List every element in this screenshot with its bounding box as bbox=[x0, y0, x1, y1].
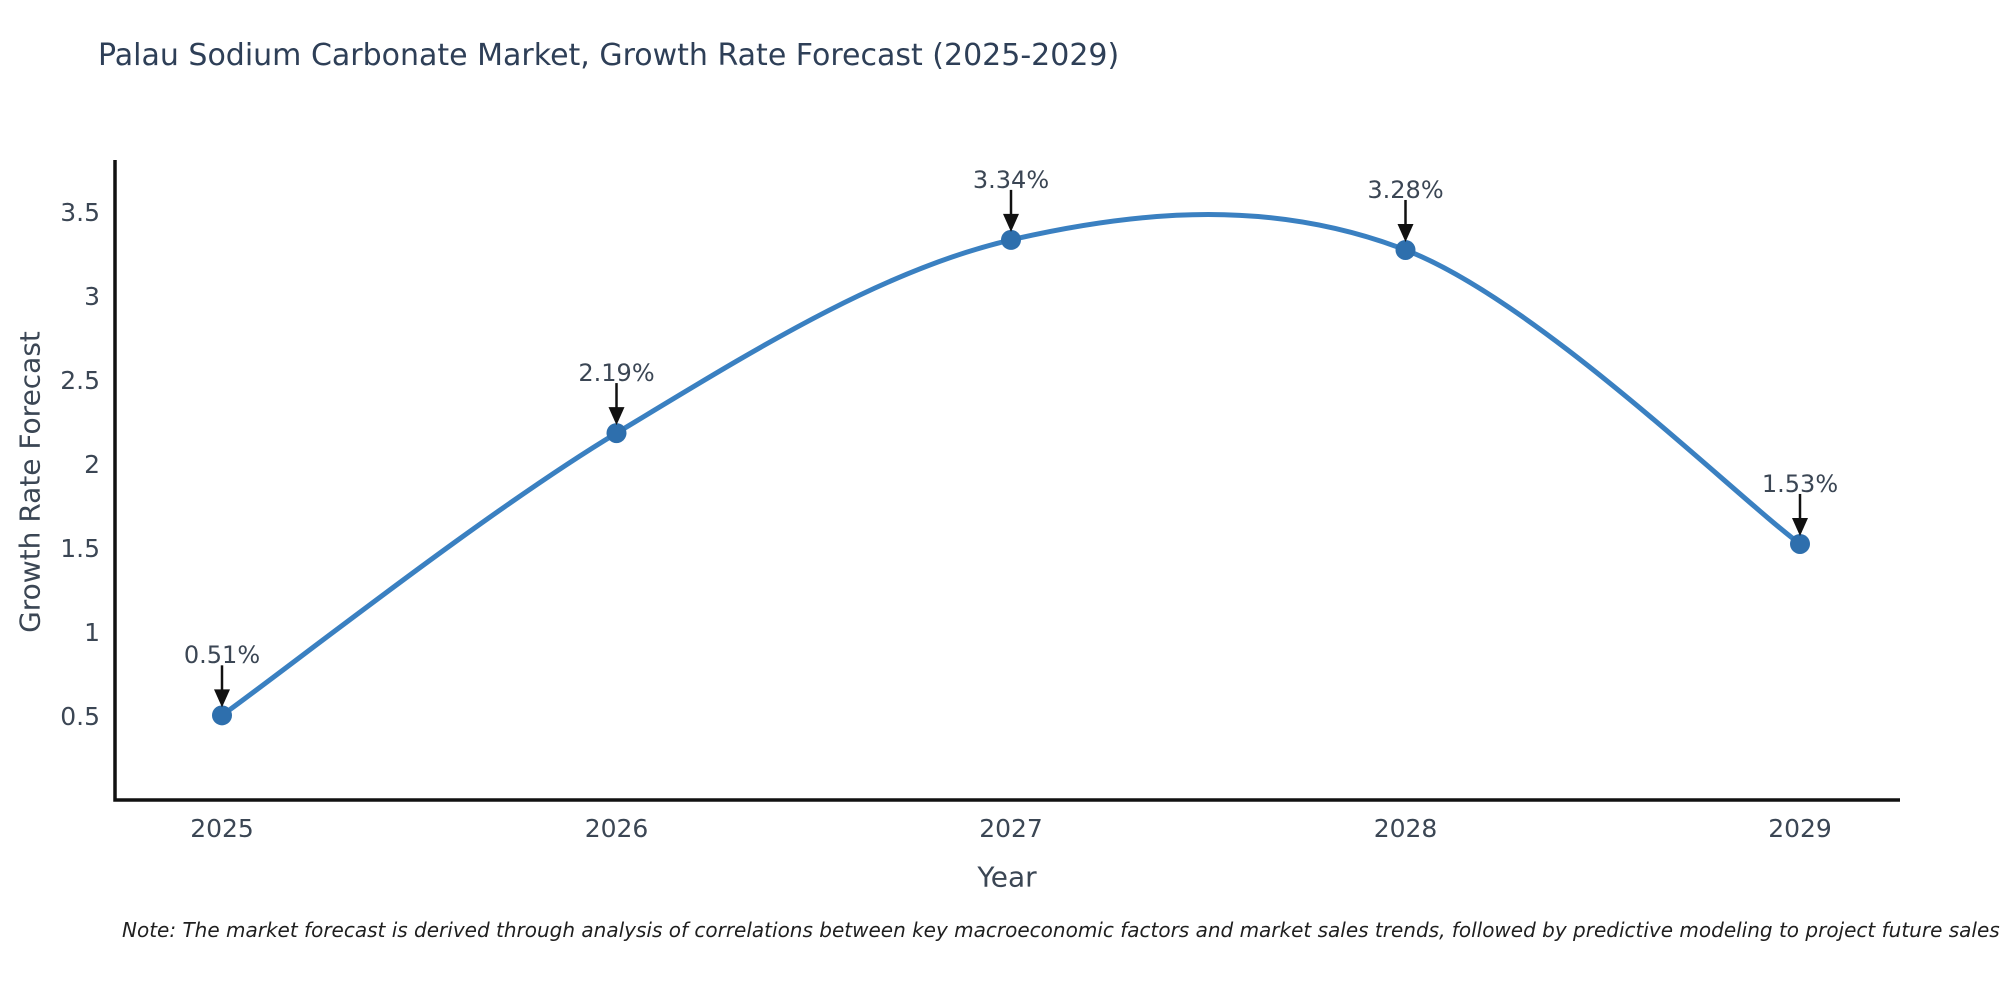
data-label: 2.19% bbox=[578, 359, 655, 388]
data-point-marker bbox=[1395, 239, 1416, 260]
x-tick-label: 2029 bbox=[1768, 814, 1832, 843]
data-label: 3.34% bbox=[972, 165, 1050, 194]
x-tick-label: 2028 bbox=[1373, 814, 1438, 843]
data-point-marker bbox=[606, 423, 627, 444]
data-label: 0.51% bbox=[183, 641, 261, 670]
annotation-arrow-head bbox=[1397, 223, 1414, 242]
y-tick-label: 2.5 bbox=[60, 366, 100, 395]
y-tick-label: 1.5 bbox=[60, 534, 100, 563]
y-tick-label: 2 bbox=[84, 450, 100, 479]
annotation-arrow-head bbox=[214, 689, 230, 708]
y-tick-label: 3 bbox=[84, 282, 100, 311]
x-axis-title: Year bbox=[977, 860, 1037, 894]
forecast-line bbox=[219, 212, 1803, 718]
y-tick-label: 0.5 bbox=[60, 702, 100, 731]
data-point-marker bbox=[1790, 533, 1810, 554]
data-label: 3.28% bbox=[1367, 175, 1444, 204]
data-point-marker bbox=[1001, 229, 1021, 250]
y-tick-label: 3.5 bbox=[60, 198, 100, 227]
axes-spines bbox=[113, 160, 1900, 802]
annotation-arrow-head bbox=[608, 407, 625, 426]
chart-title: Palau Sodium Carbonate Market, Growth Ra… bbox=[98, 38, 1120, 73]
data-point-marker bbox=[212, 705, 232, 726]
x-tick-label: 2025 bbox=[190, 814, 254, 843]
annotation-arrow-head bbox=[1792, 517, 1808, 536]
y-tick-label: 1 bbox=[84, 618, 100, 647]
x-tick-label: 2027 bbox=[979, 814, 1043, 843]
data-label: 1.53% bbox=[1761, 469, 1839, 498]
annotation-arrow-head bbox=[1003, 213, 1019, 232]
x-tick-label: 2026 bbox=[584, 814, 649, 843]
footnote: Note: The market forecast is derived thr… bbox=[122, 918, 2000, 942]
